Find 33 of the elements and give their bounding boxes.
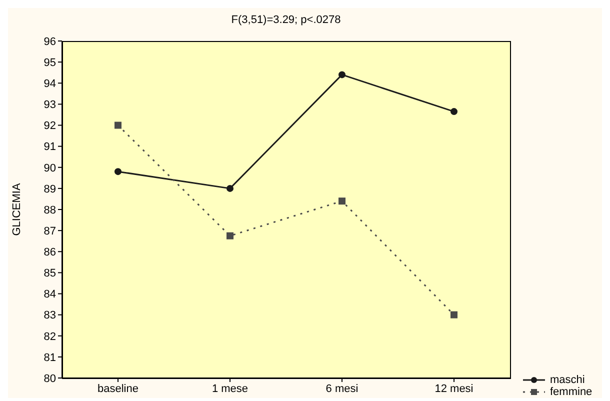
chart-title: F(3,51)=3.29; p<.0278: [230, 14, 342, 26]
x-tick-label: 6 mesi: [326, 382, 358, 395]
point: [338, 71, 346, 78]
y-tick-label: 82: [44, 330, 56, 343]
point: [450, 311, 458, 318]
legend-label: maschi: [550, 374, 585, 386]
x-tick-label: baseline: [98, 382, 138, 395]
y-tick-label: 94: [44, 78, 56, 90]
point: [338, 198, 346, 205]
y-tick-label: 91: [44, 141, 56, 154]
y-tick-label: 92: [44, 120, 56, 132]
x-tick-label: 12 mesi: [434, 382, 474, 395]
y-tick-label: 81: [44, 352, 56, 364]
point: [226, 184, 234, 192]
y-tick-label: 83: [44, 310, 56, 322]
y-tick-label: 84: [44, 288, 56, 301]
y-tick-label: 86: [44, 246, 56, 259]
y-tick-label: 90: [44, 162, 56, 174]
y-tick-label: 85: [44, 268, 56, 280]
y-tick-label: 93: [44, 99, 56, 112]
y-tick-label: 88: [44, 204, 56, 216]
y-tick-label: 80: [44, 372, 56, 385]
point: [114, 122, 122, 129]
x-tick-label: 1 mese: [212, 382, 248, 395]
y-tick-label: 89: [44, 183, 56, 196]
point: [226, 232, 234, 240]
y-tick-label: 87: [44, 225, 56, 238]
y-tick-label: 96: [44, 36, 56, 48]
legend-label: femmine: [550, 386, 592, 398]
point: [114, 168, 122, 176]
y-axis-title: GLICEMIA: [10, 182, 23, 236]
point: [450, 108, 458, 116]
y-tick-label: 95: [44, 56, 56, 69]
